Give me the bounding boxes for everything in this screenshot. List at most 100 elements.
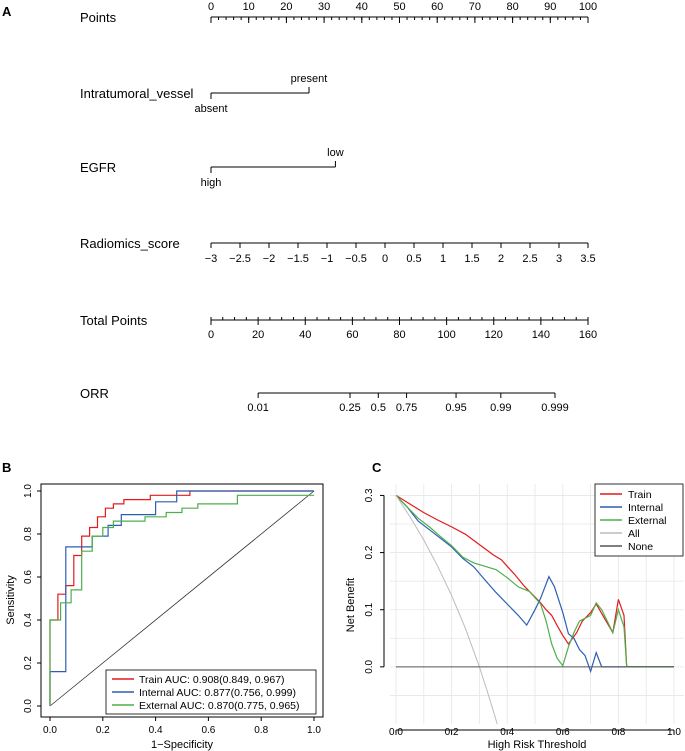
total-points-tick-label: 160 bbox=[579, 329, 597, 341]
radiomics-tick-label: 0 bbox=[382, 253, 388, 265]
points-tick-label: 60 bbox=[431, 1, 443, 13]
dca-curve-external bbox=[395, 494, 674, 668]
dca-panel: C 0.0 0.2 0.4 0.6 0.8 1.0 0.0 0.1 0.2 0.3 High Ri… bbox=[345, 460, 685, 751]
orr-tick-label: 0.95 bbox=[445, 402, 466, 414]
row-label-points: Points bbox=[80, 10, 117, 25]
orr-tick-label: 0.999 bbox=[541, 402, 569, 414]
radiomics-tick-label: 3 bbox=[556, 253, 562, 265]
roc-plot-frame bbox=[40, 483, 324, 718]
roc-x-tick-label: 0.4 bbox=[149, 725, 163, 736]
panel-label-b: B bbox=[2, 460, 11, 475]
orr-tick-label: 0.01 bbox=[247, 402, 268, 414]
roc-y-tick-label: 1.0 bbox=[23, 484, 34, 498]
radiomics-tick-label: 3.5 bbox=[580, 253, 595, 265]
dca-x-axis-label: High Risk Threshold bbox=[488, 739, 587, 751]
points-tick-label: 100 bbox=[579, 1, 597, 13]
roc-panel: B 0.0 0.2 0.4 0.6 0.8 1.0 0.0 0.2 0.4 0.6 0.8 1.0 1… bbox=[2, 460, 324, 751]
panel-label-a: A bbox=[2, 4, 12, 19]
orr-tick-label: 0.75 bbox=[396, 402, 417, 414]
roc-legend-entry: Internal AUC: 0.877(0.756, 0.999) bbox=[139, 687, 296, 699]
roc-y-tick-label: 0.6 bbox=[23, 570, 34, 584]
radiomics-tick-label: 1.5 bbox=[464, 253, 479, 265]
total-points-tick-label: 140 bbox=[532, 329, 550, 341]
intratumoral-vessel-level-label: absent bbox=[194, 103, 227, 115]
dca-y-tick-label: 0.3 bbox=[364, 488, 375, 502]
dca-x-tick-label: 1.0 bbox=[667, 727, 681, 738]
total-points-tick-label: 120 bbox=[485, 329, 503, 341]
dca-curve-internal bbox=[395, 494, 674, 674]
dca-legend-entry: Train bbox=[628, 489, 652, 501]
dca-y-tick-label: 0.2 bbox=[364, 545, 375, 559]
total-points-tick-label: 0 bbox=[208, 329, 214, 341]
points-tick-label: 80 bbox=[506, 1, 518, 13]
roc-x-tick-label: 1.0 bbox=[307, 725, 321, 736]
points-tick-label: 70 bbox=[469, 1, 481, 13]
egfr-level-label: high bbox=[201, 177, 222, 189]
roc-x-tick-label: 0.0 bbox=[43, 725, 57, 736]
roc-legend-box bbox=[105, 669, 317, 715]
points-tick-label: 10 bbox=[243, 1, 255, 13]
roc-legend-entry: Train AUC: 0.908(0.849, 0.967) bbox=[139, 674, 285, 686]
roc-legend: Train AUC: 0.908(0.849, 0.967)Internal A… bbox=[105, 669, 317, 715]
roc-x-tick-label: 0.8 bbox=[254, 725, 268, 736]
dca-x-tick-label: 0.0 bbox=[389, 727, 403, 738]
nomogram-panel: A Points Intratumoral_vessel EGFR Radiomics… bbox=[2, 1, 597, 414]
orr-tick-label: 0.25 bbox=[339, 402, 360, 414]
dca-y-tick-label: 0.1 bbox=[364, 602, 375, 616]
radiomics-tick-label: −2.5 bbox=[229, 253, 251, 265]
total-points-tick-label: 60 bbox=[346, 329, 358, 341]
roc-y-tick-label: 0.4 bbox=[23, 613, 34, 627]
radiomics-tick-label: 0.5 bbox=[406, 253, 421, 265]
radiomics-tick-label: −0.5 bbox=[345, 253, 367, 265]
roc-axes: 0.0 0.2 0.4 0.6 0.8 1.0 0.0 0.2 0.4 0.6 0.8 1.0 bbox=[23, 484, 321, 736]
radiomics-tick-label: 1 bbox=[440, 253, 446, 265]
row-label-radiomics-score: Radiomics_score bbox=[80, 236, 180, 251]
points-tick-label: 50 bbox=[393, 1, 405, 13]
nomogram-row-labels: Points Intratumoral_vessel EGFR Radiomics_s… bbox=[80, 10, 194, 401]
roc-y-tick-label: 0.8 bbox=[23, 527, 34, 541]
dca-legend-entry: All bbox=[628, 528, 640, 540]
roc-curves bbox=[49, 490, 315, 707]
row-label-orr: ORR bbox=[80, 386, 109, 401]
roc-x-tick-label: 0.2 bbox=[96, 725, 110, 736]
dca-curve-train bbox=[395, 494, 674, 668]
row-label-total-points: Total Points bbox=[80, 313, 148, 328]
dca-y-axis-label: Net Benefit bbox=[345, 578, 357, 632]
orr-tick-label: 0.5 bbox=[371, 402, 386, 414]
roc-curve-external bbox=[49, 494, 314, 706]
roc-y-axis-label: Sensitivity bbox=[5, 575, 17, 625]
roc-y-tick-label: 0.0 bbox=[23, 699, 34, 713]
points-tick-label: 90 bbox=[544, 1, 556, 13]
points-tick-label: 40 bbox=[356, 1, 368, 13]
radiomics-tick-label: −2 bbox=[263, 253, 276, 265]
total-points-tick-label: 80 bbox=[393, 329, 405, 341]
dca-axes: 0.0 0.2 0.4 0.6 0.8 1.0 0.0 0.1 0.2 0.3 bbox=[364, 488, 681, 738]
nomogram-axes: 0 10 20 30 40 50 60 70 80 90 100absentpresenthighl… bbox=[194, 1, 597, 414]
egfr-level-label: low bbox=[327, 147, 344, 159]
roc-x-axis-label: 1−Specificity bbox=[151, 739, 214, 751]
roc-y-tick-label: 0.2 bbox=[23, 656, 34, 670]
dca-legend-entry: Internal bbox=[628, 502, 663, 514]
radiomics-tick-label: 2 bbox=[498, 253, 504, 265]
row-label-egfr: EGFR bbox=[80, 160, 116, 175]
total-points-tick-label: 40 bbox=[299, 329, 311, 341]
radiomics-tick-label: −1 bbox=[321, 253, 334, 265]
roc-curve-internal bbox=[49, 490, 314, 706]
dca-x-tick-label: 0.6 bbox=[556, 727, 570, 738]
intratumoral-vessel-level-label: present bbox=[291, 73, 328, 85]
panel-label-c: C bbox=[372, 460, 382, 475]
total-points-tick-label: 20 bbox=[252, 329, 264, 341]
dca-x-tick-label: 0.8 bbox=[611, 727, 625, 738]
dca-y-tick-label: 0.0 bbox=[364, 659, 375, 673]
total-points-tick-label: 100 bbox=[437, 329, 455, 341]
points-tick-label: 20 bbox=[280, 1, 292, 13]
radiomics-tick-label: 2.5 bbox=[522, 253, 537, 265]
dca-x-tick-label: 0.4 bbox=[500, 727, 514, 738]
dca-legend-entry: External bbox=[628, 515, 667, 527]
radiomics-tick-label: −1.5 bbox=[287, 253, 309, 265]
points-tick-label: 0 bbox=[208, 1, 214, 13]
radiomics-tick-label: −3 bbox=[205, 253, 218, 265]
roc-reference-diagonal bbox=[49, 490, 315, 707]
